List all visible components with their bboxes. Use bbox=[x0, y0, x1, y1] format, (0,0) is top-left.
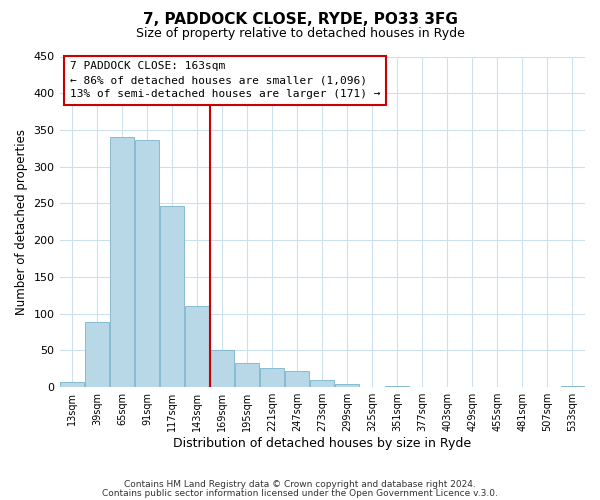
Bar bbox=[210, 350, 234, 387]
Text: Contains public sector information licensed under the Open Government Licence v.: Contains public sector information licen… bbox=[102, 488, 498, 498]
Bar bbox=[110, 136, 134, 387]
Bar bbox=[185, 306, 209, 387]
Bar bbox=[160, 206, 184, 387]
Bar bbox=[286, 371, 309, 387]
Bar bbox=[560, 386, 584, 387]
Y-axis label: Number of detached properties: Number of detached properties bbox=[15, 129, 28, 315]
X-axis label: Distribution of detached houses by size in Ryde: Distribution of detached houses by size … bbox=[173, 437, 472, 450]
Bar bbox=[310, 380, 334, 387]
Text: Size of property relative to detached houses in Ryde: Size of property relative to detached ho… bbox=[136, 28, 464, 40]
Text: 7 PADDOCK CLOSE: 163sqm
← 86% of detached houses are smaller (1,096)
13% of semi: 7 PADDOCK CLOSE: 163sqm ← 86% of detache… bbox=[70, 62, 380, 100]
Text: 7, PADDOCK CLOSE, RYDE, PO33 3FG: 7, PADDOCK CLOSE, RYDE, PO33 3FG bbox=[143, 12, 457, 28]
Bar bbox=[260, 368, 284, 387]
Bar bbox=[135, 140, 159, 387]
Bar bbox=[60, 382, 84, 387]
Bar bbox=[385, 386, 409, 387]
Bar bbox=[85, 322, 109, 387]
Bar bbox=[335, 384, 359, 387]
Text: Contains HM Land Registry data © Crown copyright and database right 2024.: Contains HM Land Registry data © Crown c… bbox=[124, 480, 476, 489]
Bar bbox=[235, 363, 259, 387]
